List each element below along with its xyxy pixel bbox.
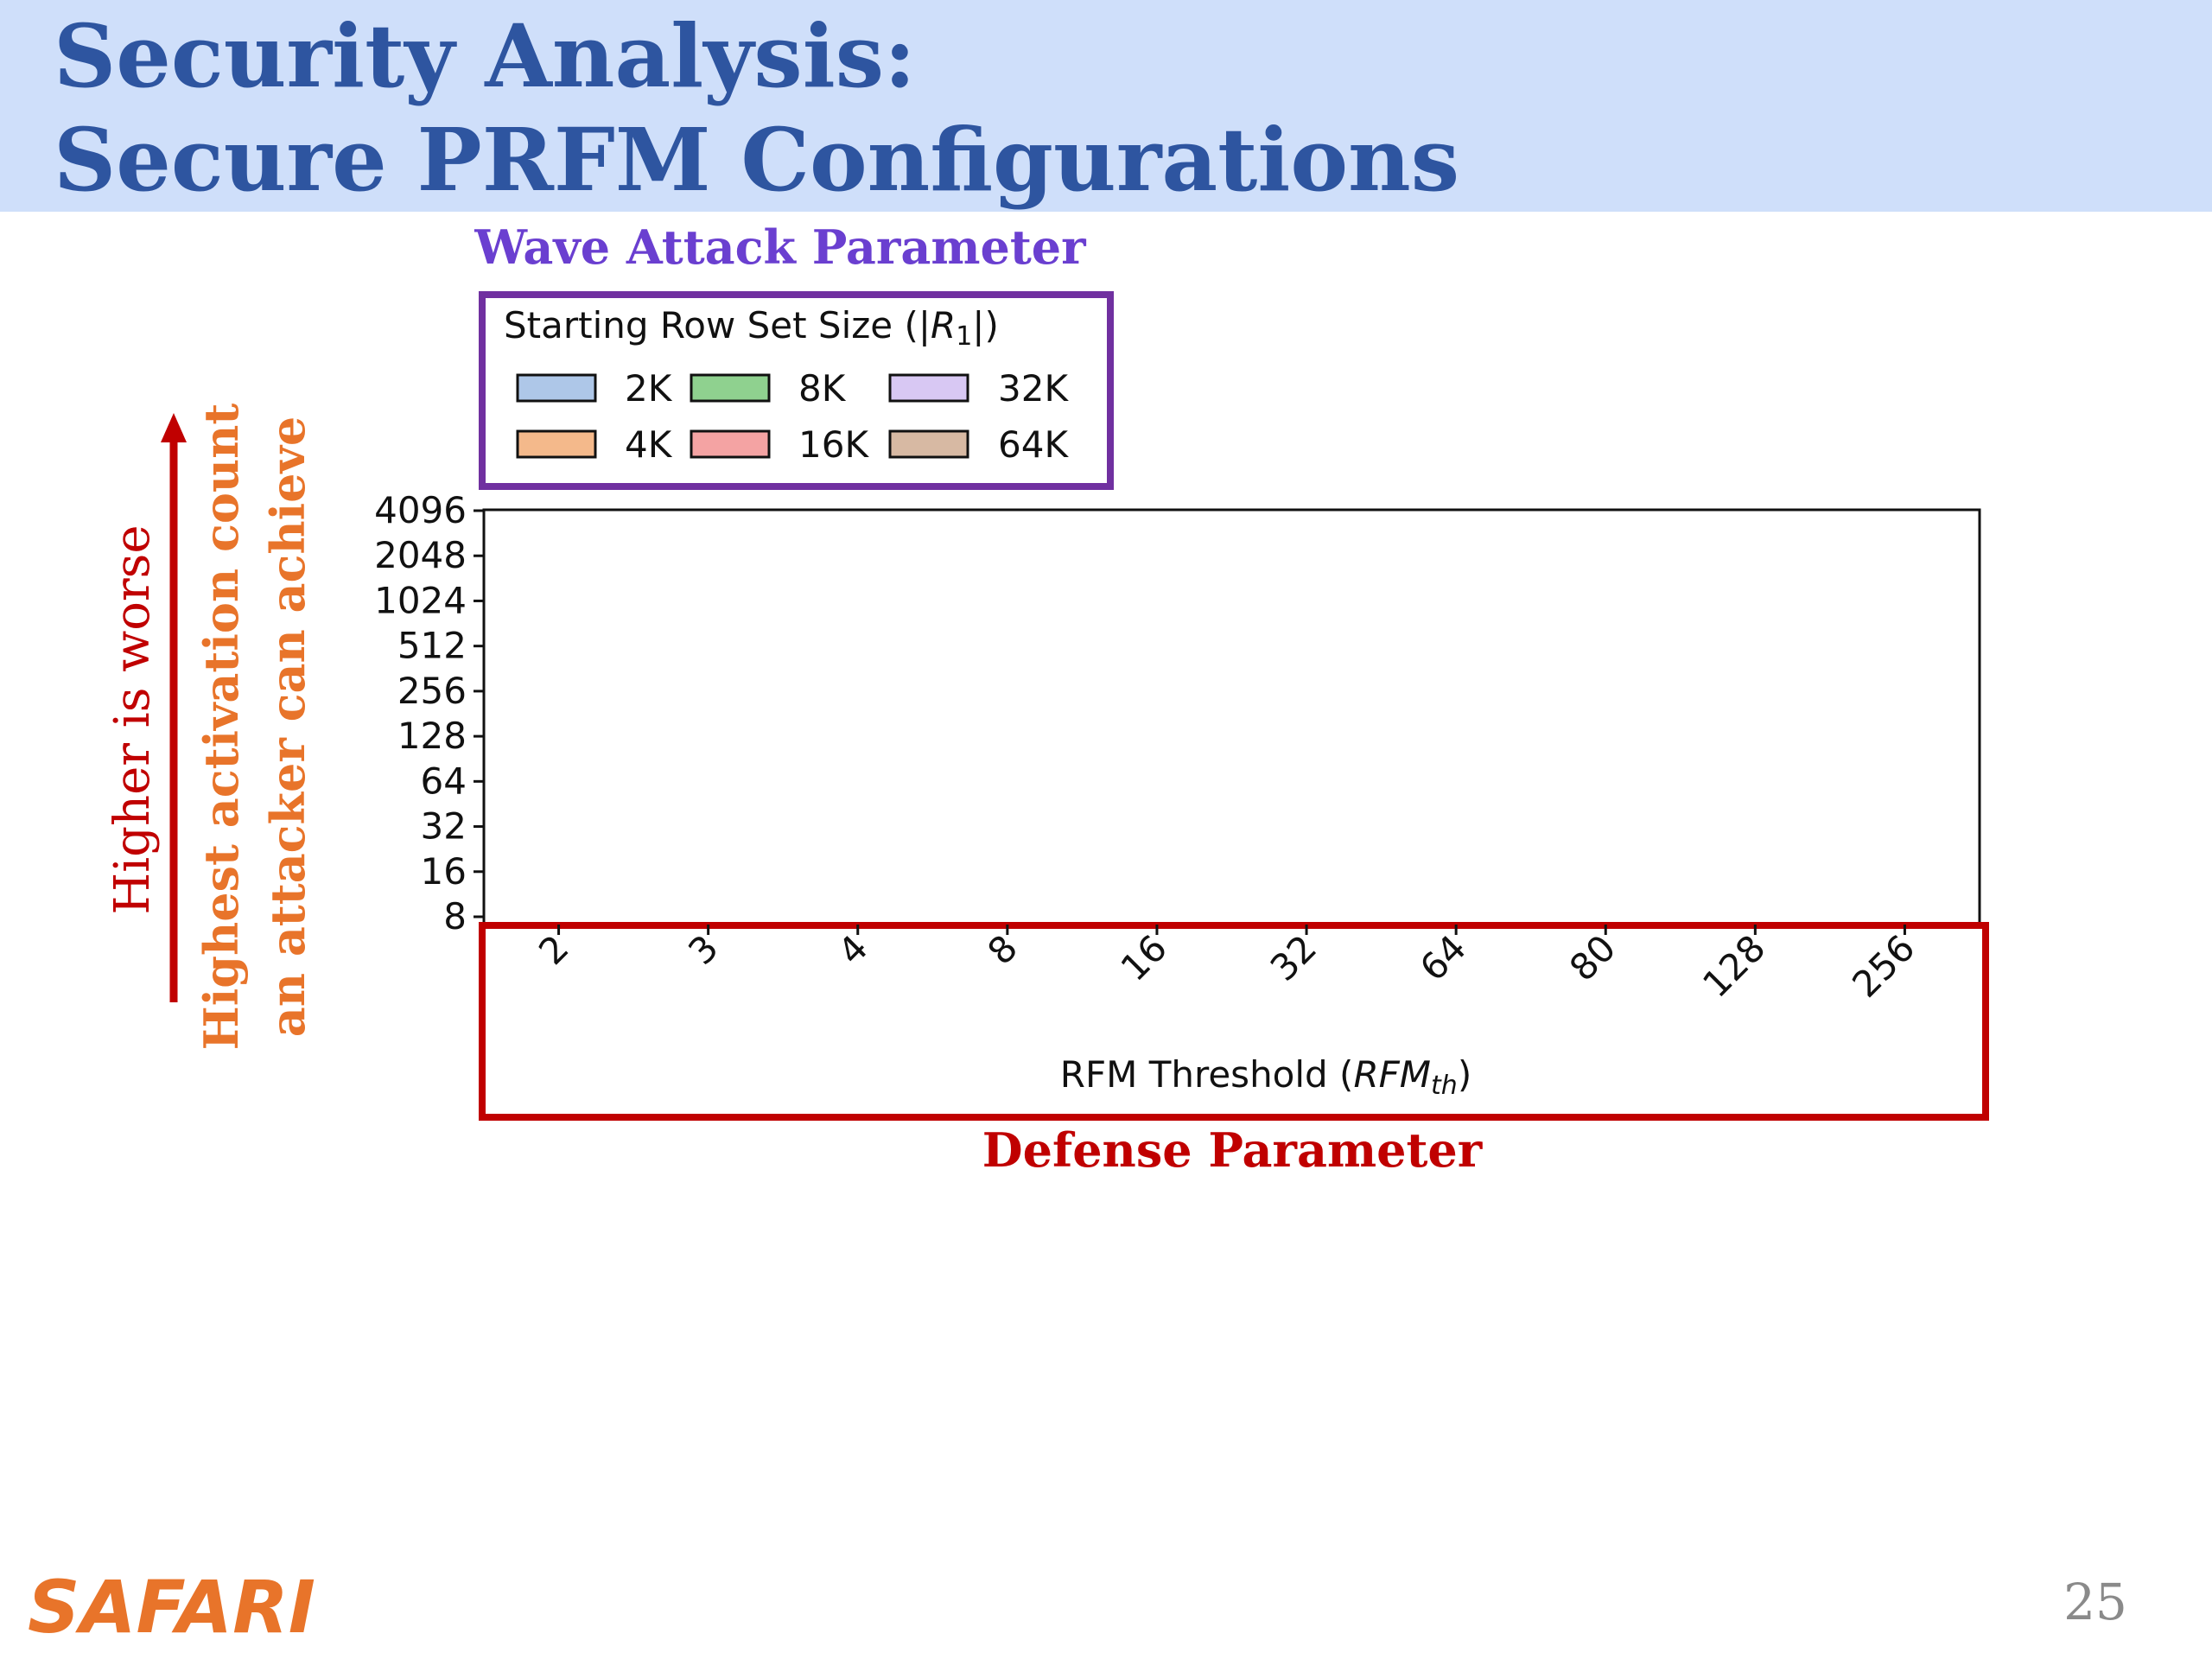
- legend-label: 8K: [798, 367, 847, 410]
- legend-highlight: [479, 291, 1114, 490]
- defense-parameter: Defense Parameter: [982, 1122, 1483, 1178]
- legend-swatch: [690, 373, 771, 403]
- legend-swatch: [690, 429, 771, 459]
- y-tick-label: 64: [421, 760, 467, 802]
- y-tick-label: 256: [397, 670, 467, 712]
- y-tick-label: 1024: [374, 579, 467, 621]
- x-tick-label: 16: [1113, 926, 1175, 988]
- legend-label: 2K: [625, 367, 673, 410]
- legend-label: 4K: [625, 423, 673, 466]
- legend-title-math: R: [931, 304, 956, 346]
- y-meaning-line: an attacker can achieve: [260, 416, 315, 1037]
- x-tick-label: 2: [531, 926, 577, 973]
- title-line: Secure PRFM Configurations: [54, 109, 1459, 211]
- x-axis-label: RFM Threshold (RFMth): [1060, 1053, 1471, 1101]
- arrow-head: [161, 413, 187, 442]
- legend-swatch: [888, 373, 969, 403]
- x-label-text: RFM Threshold (: [1060, 1053, 1354, 1096]
- legend-label: 64K: [998, 423, 1069, 466]
- attack-parameter: Wave Attack Parameter: [474, 219, 1086, 275]
- legend-label: 16K: [798, 423, 869, 466]
- header-band: [0, 0, 2212, 212]
- x-tick-label: 4: [830, 926, 876, 973]
- x-tick-label: 80: [1561, 926, 1624, 988]
- y-tick-label: 512: [397, 625, 467, 667]
- x-tick-label: 256: [1844, 926, 1923, 1005]
- legend-label: 32K: [998, 367, 1069, 410]
- legend-swatch: [888, 429, 969, 459]
- x-tick-label: 64: [1412, 926, 1474, 988]
- title-line: Security Analysis:: [54, 5, 916, 107]
- x-tick-label: 32: [1262, 926, 1325, 988]
- x-label-math: RFM: [1353, 1053, 1431, 1096]
- x-label-sub: th: [1431, 1071, 1458, 1101]
- legend-title-sub: 1: [956, 321, 972, 352]
- y-tick-label: 8: [443, 895, 467, 938]
- y-tick-label: 2048: [374, 534, 467, 576]
- x-tick-label: 8: [979, 926, 1026, 973]
- legend-title: Starting Row Set Size (|R1|): [504, 304, 999, 352]
- y-tick-label: 128: [397, 715, 467, 757]
- y-tick-label: 16: [421, 850, 467, 893]
- legend-title-text: Starting Row Set Size (|: [504, 304, 931, 346]
- x-label-text: ): [1458, 1053, 1471, 1096]
- y-meaning-line: Highest activation count: [194, 404, 249, 1051]
- page-number: 25: [2063, 1573, 2127, 1631]
- x-tick-label: 3: [680, 926, 727, 973]
- y-tick-label: 4096: [374, 489, 467, 531]
- legend-swatch: [516, 373, 597, 403]
- legend-title-text: |): [972, 304, 999, 346]
- logo: SAFARI: [28, 1565, 315, 1649]
- x-axis-highlight: [479, 922, 1989, 1121]
- legend-swatch: [516, 429, 597, 459]
- y-tick-label: 32: [421, 805, 467, 848]
- plot-frame: [482, 508, 1981, 926]
- x-tick-label: 128: [1694, 926, 1773, 1005]
- higher-is-worse: Higher is worse: [105, 524, 161, 914]
